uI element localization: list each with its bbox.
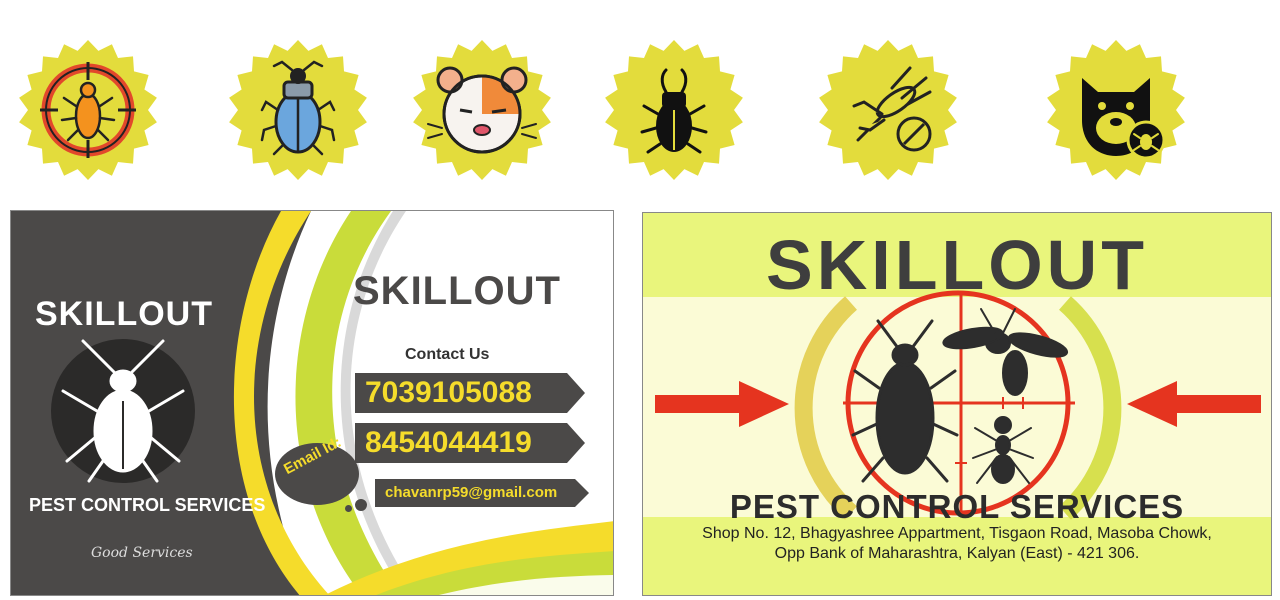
- hamster-icon: [412, 40, 552, 180]
- beetle-icon: [228, 40, 368, 180]
- left-service-name: PEST CONTROL SERVICES: [29, 495, 266, 515]
- phone-tag-2[interactable]: 8454044419: [355, 423, 585, 463]
- no-mosquito-icon: [818, 40, 958, 180]
- target-graphic: [655, 290, 1261, 520]
- bottom-band: [643, 517, 1271, 595]
- phone-number-1: 7039105088: [365, 376, 532, 409]
- address-line-2: Opp Bank of Maharashtra, Kalyan (East) -…: [774, 545, 1140, 562]
- left-brand-title: SKILLOUT: [35, 295, 213, 333]
- phone-tag-1[interactable]: 7039105088: [355, 373, 585, 413]
- back-service-name: PEST CONTROL SERVICES: [729, 488, 1185, 525]
- dog-tick-icon: [1046, 40, 1186, 180]
- tagline: Good Services: [91, 545, 193, 561]
- right-brand-title: SKILLOUT: [353, 269, 561, 313]
- back-brand-title: SKILLOUT: [766, 226, 1148, 304]
- business-card-back: SKILLOUT PEST CONTROL SERVICES Shop No. …: [642, 212, 1272, 596]
- wasp-silhouette-icon: [942, 308, 1069, 396]
- contact-heading: Contact Us: [405, 346, 490, 363]
- email-bubble: [275, 443, 359, 505]
- ant-silhouette-icon: [972, 416, 1034, 484]
- arrow-right-icon: [1127, 381, 1261, 427]
- bubble-dot: [355, 499, 367, 511]
- bug-silhouette-icon: [851, 319, 959, 483]
- stag-beetle-icon: [604, 40, 744, 180]
- email-address: chavanrp59@gmail.com: [385, 484, 558, 501]
- business-card-front: SKILLOUT PEST CONTROL SERVICES Good Serv…: [10, 210, 614, 596]
- arrow-left-icon: [655, 381, 789, 427]
- phone-number-2: 8454044419: [365, 426, 532, 459]
- bug-target-icon: [18, 40, 158, 180]
- bubble-dot: [345, 505, 352, 512]
- address-line-1: Shop No. 12, Bhagyashree Appartment, Tis…: [702, 525, 1212, 542]
- email-tag[interactable]: chavanrp59@gmail.com: [375, 479, 589, 507]
